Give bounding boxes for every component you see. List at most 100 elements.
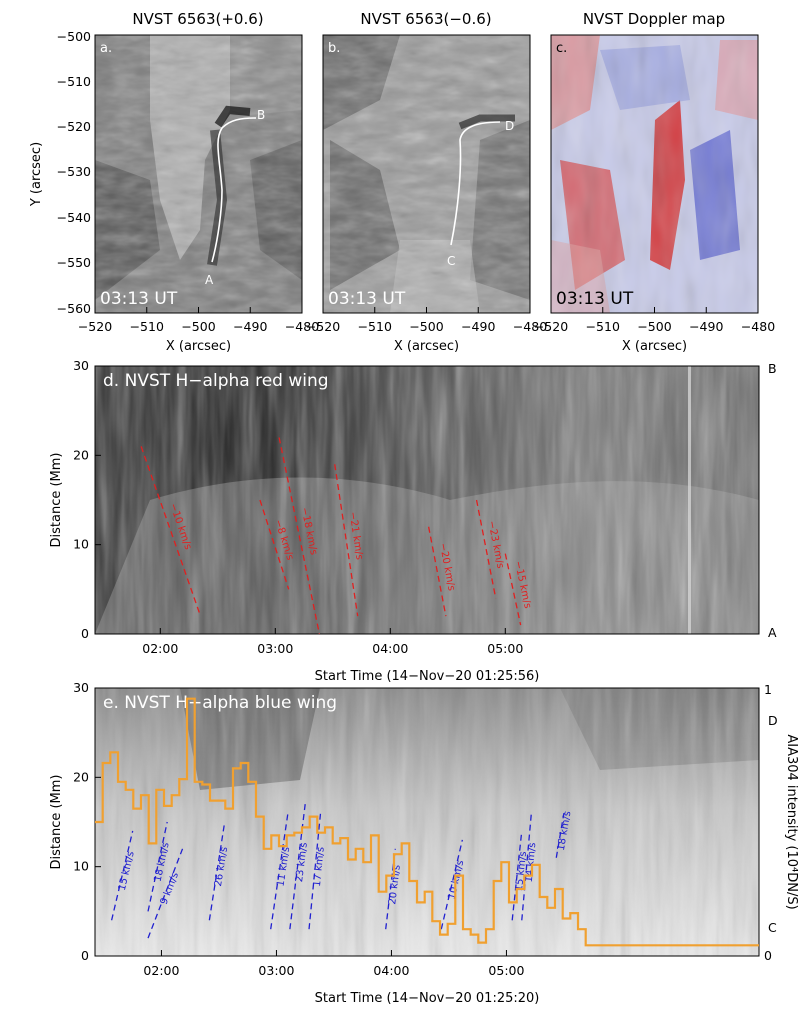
speed-marker-line <box>504 553 522 626</box>
panel-e-image <box>95 688 759 956</box>
speed-marker-line <box>259 499 290 590</box>
y-tick-label: 20 <box>73 447 89 462</box>
panel-d-right-top: B <box>768 361 777 376</box>
point-c-label: C <box>447 254 455 268</box>
x-tick-label: −520 <box>306 319 340 334</box>
speed-marker-line <box>440 839 463 930</box>
speed-marker-line <box>278 437 321 635</box>
top-y-axis: −500 −510 −520 −530 −540 −550 −560 Y (ar… <box>29 29 91 316</box>
panel-e-x-axis: 02:00 03:00 04:00 05:00 <box>143 950 524 978</box>
speed-marker-line <box>427 526 447 617</box>
y-tick-label: 30 <box>73 358 89 373</box>
y-tick-label: 0 <box>81 948 89 963</box>
speed-marker-label: 23 km/s <box>294 842 310 883</box>
speed-marker-line <box>521 813 533 921</box>
speed-marker-line <box>208 821 226 921</box>
x-tick-label: −490 <box>461 319 495 334</box>
panel-c-label: c. <box>556 41 567 56</box>
speed-marker-label: 14 km/s <box>524 842 539 883</box>
panel-a-label: a. <box>100 41 112 56</box>
panel-e-right-bottom: C <box>768 920 777 935</box>
y-tick: −500 <box>57 29 91 44</box>
x-tick-label: −500 <box>409 319 443 334</box>
speed-marker-label: 17 km/s <box>312 846 327 887</box>
y-tick: −560 <box>57 301 91 316</box>
x-tick-label: −480 <box>285 319 319 334</box>
panel-b-title: NVST 6563(−0.6) <box>360 10 491 28</box>
speed-marker-line <box>555 812 565 858</box>
x-tick-label: −500 <box>181 319 215 334</box>
x-tick-label: −480 <box>741 319 775 334</box>
panel-e-right-top: D <box>768 713 778 728</box>
panel-c-title: NVST Doppler map <box>583 10 725 28</box>
speed-marker-line <box>475 499 497 599</box>
top-x-axis: −520 −510 −500 −490 −480 X (arcsec) −520 −510 −5… <box>78 307 775 354</box>
x-tick-label: 04:00 <box>373 963 409 978</box>
panel-e-y2-label: AIA304 intensity (10⁴DN/S) <box>784 734 799 909</box>
slit-a-b <box>211 117 257 263</box>
point-d-label: D <box>505 119 514 133</box>
panel-e-label: e. NVST H−alpha blue wing <box>103 693 337 713</box>
panel-b-time: 03:13 UT <box>328 289 406 309</box>
top-y-label: Y (arcsec) <box>29 142 44 207</box>
speed-marker-line <box>147 848 184 939</box>
y-tick-label: 0 <box>81 626 89 641</box>
panel-d-y-label: Distance (Mm) <box>49 453 64 548</box>
panel-e-y-axis: 0 10 20 30 <box>73 680 101 963</box>
speed-marker-label: 20 km/s <box>387 864 403 905</box>
x-tick-label: 02:00 <box>143 963 179 978</box>
top-x-label: X (arcsec) <box>166 339 231 354</box>
panel-d-frame <box>94 365 760 635</box>
panel-e-y2-tick: 1 <box>764 682 772 697</box>
speed-marker-line <box>147 821 168 912</box>
panel-d-speed-marks: −10 km/s −8 km/s −18 km/s −21 km/s−20 km/s −… <box>140 437 533 635</box>
speed-marker-line <box>511 830 523 921</box>
point-a-label: A <box>205 273 214 287</box>
panel-b-label: b. <box>328 41 340 56</box>
panel-c-time: 03:13 UT <box>556 289 634 309</box>
x-tick-label: −490 <box>689 319 723 334</box>
panel-d-x-axis: 02:00 03:00 04:00 05:00 <box>142 628 523 656</box>
x-tick-label: −480 <box>513 319 547 334</box>
panel-d-right-bottom: A <box>768 625 777 640</box>
speed-marker-line <box>334 464 359 617</box>
y-tick-label: 10 <box>73 859 89 874</box>
panel-d-x-label: Start Time (14−Nov−20 01:25:56) <box>315 669 540 684</box>
panel-a-image <box>95 35 302 313</box>
x-tick-label: −510 <box>358 319 392 334</box>
panel-d-image <box>95 366 759 634</box>
y-tick: −520 <box>57 119 91 134</box>
y-tick: −550 <box>57 255 91 270</box>
y-tick-label: 10 <box>73 537 89 552</box>
panel-e-x-label: Start Time (14−Nov−20 01:25:20) <box>315 991 540 1006</box>
top-x-label: X (arcsec) <box>622 339 687 354</box>
y-tick: −540 <box>57 210 91 225</box>
panel-b-image <box>323 35 530 313</box>
x-tick-label: −510 <box>586 319 620 334</box>
y-tick: −530 <box>57 164 91 179</box>
speed-marker-line <box>289 804 306 930</box>
x-tick-label: 02:00 <box>142 641 178 656</box>
x-tick-label: 05:00 <box>488 963 524 978</box>
panel-d-y-axis: 0 10 20 30 <box>73 358 101 641</box>
x-tick-label: −510 <box>130 319 164 334</box>
panel-a-title: NVST 6563(+0.6) <box>132 10 263 28</box>
point-b-label: B <box>257 108 265 122</box>
y-tick: −510 <box>57 74 91 89</box>
x-tick-label: −490 <box>233 319 267 334</box>
panel-c-image <box>551 35 758 313</box>
x-tick-label: −500 <box>637 319 671 334</box>
x-tick-label: 03:00 <box>258 963 294 978</box>
x-tick-label: −520 <box>534 319 568 334</box>
speed-marker-line <box>110 830 134 921</box>
slit-c-d <box>450 121 501 246</box>
speed-marker-line <box>385 848 396 930</box>
panel-e-y-label: Distance (Mm) <box>49 775 64 870</box>
y-tick-label: 30 <box>73 680 89 695</box>
panel-e-y2-tick: 0 <box>764 948 772 963</box>
x-tick-label: 04:00 <box>372 641 408 656</box>
panel-a-time: 03:13 UT <box>100 289 178 309</box>
x-tick-label: −520 <box>78 319 112 334</box>
top-x-label: X (arcsec) <box>394 339 459 354</box>
